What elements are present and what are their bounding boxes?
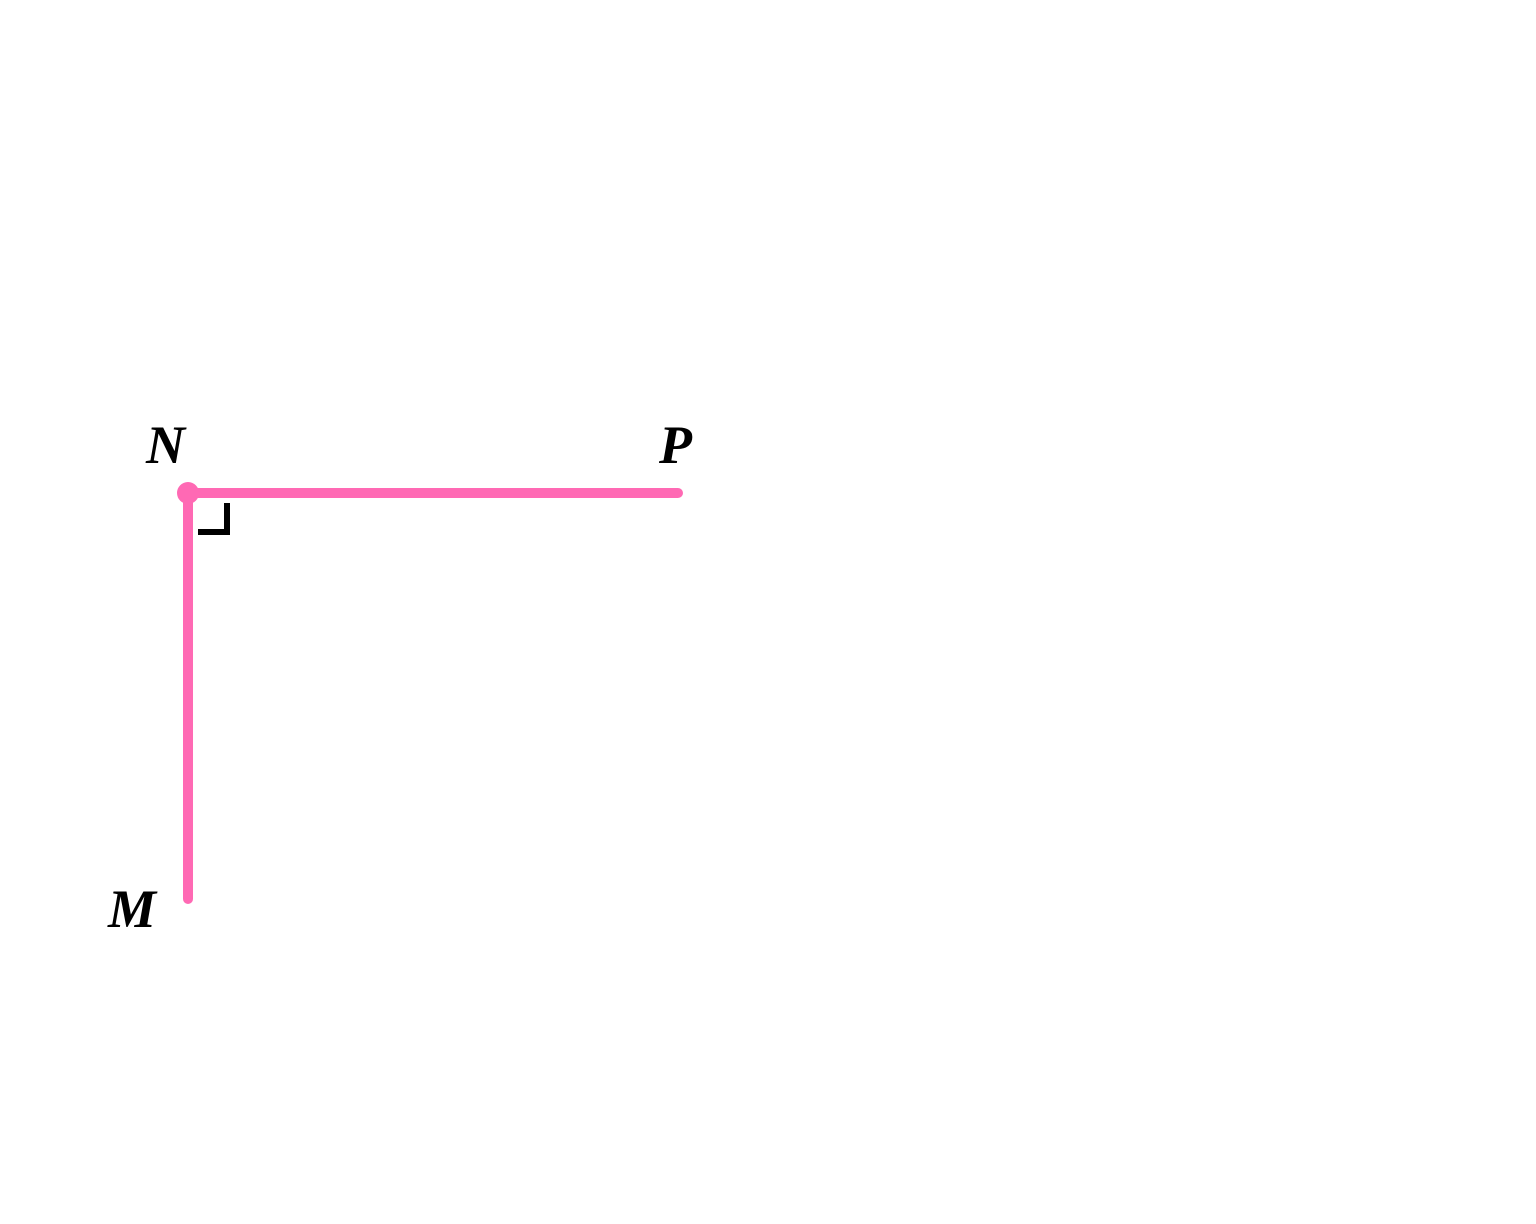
right-angle-mark bbox=[198, 503, 230, 535]
line-np bbox=[184, 488, 683, 498]
line-nm bbox=[183, 488, 193, 904]
angle-diagram: N P M bbox=[0, 0, 1536, 1224]
vertex-n-dot bbox=[177, 482, 199, 504]
label-m: M bbox=[108, 878, 156, 940]
label-n: N bbox=[146, 414, 185, 476]
label-p: P bbox=[659, 414, 692, 476]
